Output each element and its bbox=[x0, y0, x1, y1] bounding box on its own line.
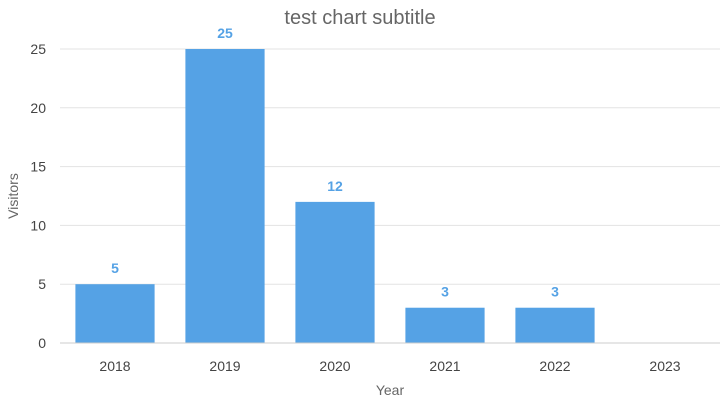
bar-2018[interactable] bbox=[75, 284, 155, 343]
x-tick-label: 2023 bbox=[649, 358, 680, 374]
bar-2021[interactable] bbox=[405, 307, 485, 343]
y-tick-label: 15 bbox=[30, 159, 46, 175]
y-tick-label: 10 bbox=[30, 217, 46, 233]
x-tick-label: 2019 bbox=[209, 358, 240, 374]
data-label-2021: 3 bbox=[441, 284, 449, 300]
data-label-2020: 12 bbox=[327, 178, 343, 194]
gridlines bbox=[60, 48, 720, 285]
x-tick-label: 2021 bbox=[429, 358, 460, 374]
y-tick-label: 0 bbox=[38, 335, 46, 351]
x-tick-label: 2018 bbox=[99, 358, 130, 374]
x-axis-ticks: 2018 2019 2020 2021 2022 2023 bbox=[99, 358, 680, 374]
x-axis-title: Year bbox=[376, 382, 405, 398]
data-label-2019: 25 bbox=[217, 25, 233, 41]
y-axis-ticks: 0 5 10 15 20 25 bbox=[30, 41, 46, 351]
x-tick-label: 2022 bbox=[539, 358, 570, 374]
data-label-2022: 3 bbox=[551, 284, 559, 300]
bar-2020[interactable] bbox=[295, 201, 375, 343]
y-axis-title: Visitors bbox=[5, 173, 21, 219]
y-tick-label: 20 bbox=[30, 100, 46, 116]
y-tick-label: 25 bbox=[30, 41, 46, 57]
bar-2019[interactable] bbox=[185, 49, 265, 343]
data-labels: 5 25 12 3 3 bbox=[111, 25, 559, 300]
bars bbox=[75, 49, 595, 343]
chart-title: test chart subtitle bbox=[284, 7, 435, 29]
x-tick-label: 2020 bbox=[319, 358, 350, 374]
bar-2022[interactable] bbox=[515, 307, 595, 343]
data-label-2018: 5 bbox=[111, 260, 119, 276]
y-tick-label: 5 bbox=[38, 276, 46, 292]
